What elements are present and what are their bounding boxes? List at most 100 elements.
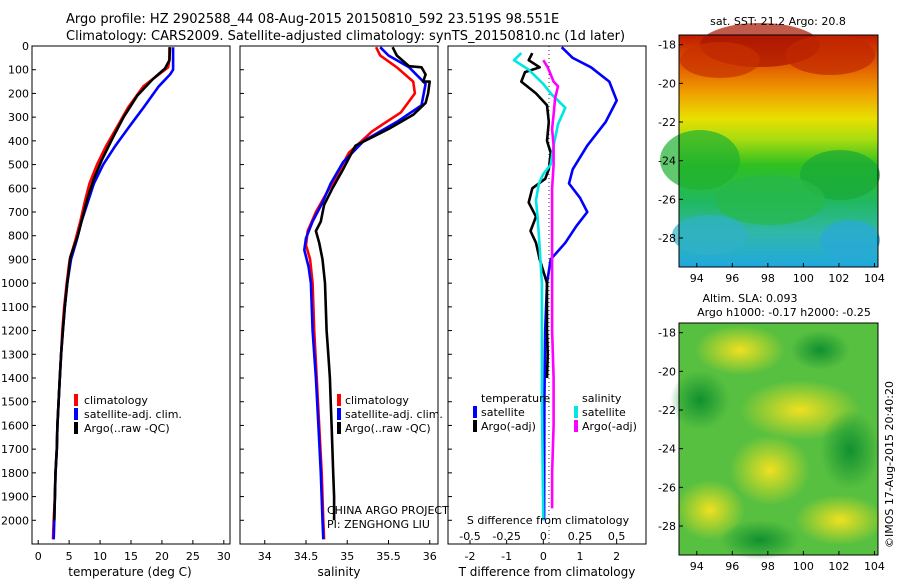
- xtick-label: 34.5: [294, 550, 319, 563]
- plot-title-line1: Argo profile: HZ 2902588_44 08-Aug-2015 …: [66, 12, 560, 27]
- sla-map-patch: [730, 435, 810, 505]
- map-ytick-label: -24: [658, 443, 676, 456]
- difference-xlabel-top: S difference from climatology: [467, 514, 630, 527]
- ytick-label: 300: [8, 111, 29, 124]
- ytick-label: 1600: [1, 419, 29, 432]
- sla-map-patch: [670, 370, 730, 430]
- legend-swatch-sal-satellite: [574, 406, 578, 418]
- temperature-xlabel: temperature (deg C): [68, 565, 191, 579]
- legend-label-sal-satellite: satellite: [582, 406, 626, 419]
- ytick-label: 700: [8, 206, 29, 219]
- sst-map-title: sat. SST: 21.2 Argo: 20.8: [710, 15, 846, 28]
- ytick-label: 0: [22, 40, 29, 53]
- sal-xtick-label: 0.5: [608, 530, 626, 543]
- ytick-label: 1800: [1, 467, 29, 480]
- salinity-series-argo-raw-qc-: [314, 46, 432, 521]
- sal-xtick-label: 0.25: [568, 530, 593, 543]
- map-ytick-label: -18: [658, 39, 676, 52]
- map-ytick-label: -26: [658, 193, 676, 206]
- temperature-series-satellite-adj-clim-: [52, 47, 175, 540]
- map-ytick-label: -28: [658, 520, 676, 533]
- ytick-label: 1000: [1, 277, 29, 290]
- temperature-series-argo-raw-qc-: [53, 47, 172, 521]
- xtick-label: 36: [423, 550, 437, 563]
- sla-map-axes: [678, 322, 879, 556]
- legend-swatch-argo: [337, 422, 341, 434]
- xtick-label: 5: [66, 550, 73, 563]
- xtick-label: 0: [540, 550, 547, 563]
- credit-label: ©IMOS 17-Aug-2015 20:40:20: [883, 381, 896, 548]
- sla-map-subtitle: Argo h1000: -0.17 h2000: -0.25: [697, 306, 871, 319]
- ytick-label: 100: [8, 64, 29, 77]
- sla-map-patch: [675, 480, 745, 540]
- sla-map-patch: [820, 410, 880, 490]
- map-xtick-label: 102: [828, 560, 849, 573]
- salinity-axes: [239, 45, 439, 545]
- legend-swatch-temp-argo: [473, 420, 477, 432]
- xtick-label: -2: [465, 550, 476, 563]
- map-ytick-label: -26: [658, 481, 676, 494]
- legend-label-temp-satellite: satellite: [481, 406, 525, 419]
- sst-map-axes: [678, 34, 879, 268]
- ytick-label: 1700: [1, 443, 29, 456]
- sal-xtick-label: -0.25: [492, 530, 520, 543]
- map-xtick-label: 94: [690, 272, 704, 285]
- ytick-label: 1500: [1, 396, 29, 409]
- legend-header-salinity: salinity: [582, 392, 622, 405]
- xtick-label: 1: [577, 550, 584, 563]
- difference-axes: [447, 45, 647, 545]
- ytick-label: 800: [8, 230, 29, 243]
- xtick-label: -1: [501, 550, 512, 563]
- xtick-label: 35.5: [376, 550, 401, 563]
- sla-map-patch: [720, 520, 800, 560]
- map-xtick-label: 96: [725, 272, 739, 285]
- map-xtick-label: 102: [828, 272, 849, 285]
- legend-label-climatology: climatology: [345, 394, 409, 407]
- xtick-label: 10: [93, 550, 107, 563]
- difference-series-temperature-argo-adj-: [519, 52, 553, 379]
- legend-swatch-argo: [74, 422, 78, 434]
- legend-swatch-satellite: [74, 408, 78, 420]
- xtick-label: 15: [124, 550, 138, 563]
- ytick-label: 1200: [1, 325, 29, 338]
- salinity-xlabel: salinity: [317, 565, 360, 579]
- sst-map-patch: [785, 35, 875, 75]
- map-ytick-label: -20: [658, 365, 676, 378]
- difference-legend: temperature satellite Argo(-adj) salinit…: [473, 392, 637, 433]
- xtick-label: 30: [217, 550, 231, 563]
- sla-map-patch: [695, 325, 785, 375]
- ytick-label: 2000: [1, 514, 29, 527]
- sla-map-patch: [795, 495, 885, 545]
- difference-series-salinity-argo-adj-: [542, 59, 560, 509]
- map-ytick-label: -24: [658, 155, 676, 168]
- legend-header-temperature: temperature: [481, 392, 550, 405]
- sla-map-title: Altim. SLA: 0.093: [702, 292, 797, 305]
- sst-map-patch: [672, 215, 748, 255]
- difference-series-temperature-satellite: [542, 46, 619, 521]
- legend-label-sal-argo: Argo(-adj): [582, 420, 637, 433]
- ytick-label: 200: [8, 87, 29, 100]
- ytick-label: 1100: [1, 301, 29, 314]
- map-xtick-label: 98: [761, 272, 775, 285]
- legend-label-satellite: satellite-adj. clim.: [84, 408, 182, 421]
- salinity-series-satellite-adj-clim-: [302, 46, 427, 540]
- sal-xtick-label: 0: [540, 530, 547, 543]
- xtick-label: 0: [35, 550, 42, 563]
- map-xtick-label: 98: [761, 560, 775, 573]
- ytick-label: 900: [8, 253, 29, 266]
- sst-map-patch: [660, 130, 740, 190]
- legend-label-satellite: satellite-adj. clim.: [345, 408, 443, 421]
- plot-title-line2: Climatology: CARS2009. Satellite-adjuste…: [66, 29, 626, 44]
- ytick-label: 1300: [1, 348, 29, 361]
- salinity-legend: climatology satellite-adj. clim. Argo(..…: [337, 394, 443, 435]
- map-xtick-label: 94: [690, 560, 704, 573]
- map-xtick-label: 100: [793, 560, 814, 573]
- pi-label: PI: ZENGHONG LIU: [327, 518, 430, 531]
- xtick-label: 34: [258, 550, 272, 563]
- sst-map-patch: [820, 220, 880, 260]
- legend-swatch-satellite: [337, 408, 341, 420]
- map-xtick-label: 104: [864, 272, 885, 285]
- ytick-label: 1400: [1, 372, 29, 385]
- temperature-legend: climatology satellite-adj. clim. Argo(..…: [74, 394, 182, 435]
- legend-swatch-sal-argo: [574, 420, 578, 432]
